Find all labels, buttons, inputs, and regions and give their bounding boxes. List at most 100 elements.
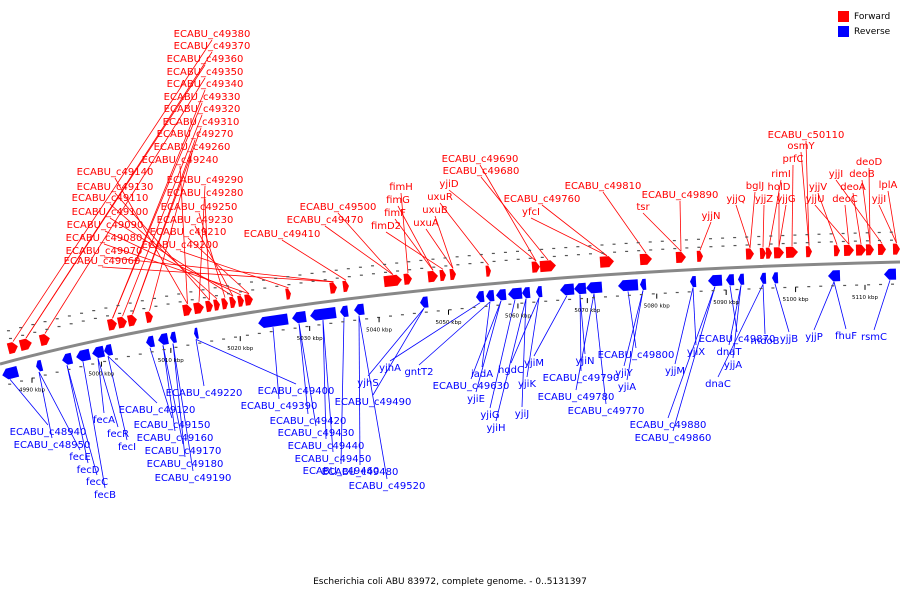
forward-gene[interactable] [237, 295, 245, 307]
forward-gene-label: ECABU_c49230 [157, 215, 234, 226]
reverse-gene[interactable] [618, 279, 639, 292]
forward-gene[interactable] [439, 269, 446, 282]
reverse-gene[interactable] [560, 283, 575, 296]
reverse-gene[interactable] [353, 303, 365, 316]
reverse-gene[interactable] [476, 290, 485, 303]
forward-gene[interactable] [449, 268, 456, 281]
track-dot [431, 258, 435, 260]
forward-gene[interactable] [285, 288, 291, 300]
track-dot [43, 321, 47, 323]
forward-gene[interactable] [696, 250, 704, 262]
reverse-gene[interactable] [574, 282, 587, 295]
reverse-gene[interactable] [193, 327, 199, 340]
forward-gene[interactable] [765, 247, 772, 259]
reverse-gene[interactable] [169, 331, 177, 344]
forward-gene[interactable] [833, 245, 840, 257]
track-dot [601, 252, 605, 254]
reverse-gene[interactable] [291, 311, 307, 324]
reverse-gene[interactable] [257, 313, 289, 329]
track-dot [831, 285, 835, 287]
forward-gene[interactable] [865, 244, 874, 256]
forward-gene-label: ECABU_c49810 [565, 181, 642, 192]
reverse-gene[interactable] [61, 352, 74, 366]
forward-gene[interactable] [244, 294, 254, 306]
forward-gene[interactable] [599, 256, 615, 268]
forward-gene[interactable] [785, 246, 798, 258]
track-dot [106, 315, 110, 317]
reverse-gene[interactable] [75, 348, 92, 363]
forward-gene[interactable] [18, 337, 33, 352]
track-dot [699, 290, 703, 292]
forward-gene[interactable] [403, 273, 412, 285]
track-dot [673, 247, 677, 250]
forward-gene[interactable] [229, 296, 237, 309]
forward-connector [844, 204, 850, 245]
forward-gene[interactable] [182, 304, 193, 317]
forward-gene[interactable] [773, 247, 784, 259]
forward-gene[interactable] [127, 314, 138, 327]
reverse-gene[interactable] [91, 345, 106, 359]
track-dot [723, 289, 727, 291]
forward-gene[interactable] [745, 248, 754, 260]
reverse-gene[interactable] [708, 274, 723, 287]
reverse-gene[interactable] [738, 273, 745, 285]
forward-gene-label: uxuA [413, 218, 439, 229]
forward-gene[interactable] [106, 318, 118, 331]
forward-gene[interactable] [342, 280, 349, 293]
reverse-connector [728, 285, 742, 346]
forward-gene[interactable] [193, 302, 205, 315]
track-dot [661, 248, 665, 250]
forward-gene[interactable] [145, 311, 154, 323]
forward-gene[interactable] [675, 251, 687, 264]
forward-gene[interactable] [116, 316, 128, 329]
reverse-gene[interactable] [640, 278, 647, 290]
reverse-gene[interactable] [1, 365, 20, 381]
forward-gene[interactable] [213, 299, 221, 311]
forward-gene[interactable] [855, 244, 866, 256]
forward-gene[interactable] [531, 261, 541, 273]
forward-gene[interactable] [383, 274, 402, 288]
reverse-gene[interactable] [35, 359, 44, 372]
forward-gene[interactable] [6, 341, 19, 355]
forward-gene[interactable] [221, 298, 229, 310]
reverse-gene[interactable] [760, 272, 767, 284]
reverse-gene[interactable] [508, 287, 523, 300]
reverse-gene[interactable] [309, 307, 337, 321]
axis-tick-label: 5040 kbp [366, 327, 392, 333]
forward-gene[interactable] [485, 265, 492, 277]
reverse-gene[interactable] [103, 344, 114, 356]
axis-tick-label: 5030 kbp [297, 336, 323, 342]
reverse-gene[interactable] [828, 270, 841, 282]
forward-gene[interactable] [38, 333, 51, 347]
reverse-gene[interactable] [884, 268, 897, 280]
forward-gene[interactable] [427, 270, 438, 283]
forward-gene[interactable] [759, 247, 766, 259]
reverse-gene[interactable] [726, 274, 735, 286]
gene-arrows[interactable] [1, 243, 900, 381]
reverse-gene[interactable] [690, 275, 697, 288]
reverse-gene[interactable] [145, 335, 155, 348]
forward-gene[interactable] [539, 260, 557, 273]
reverse-gene[interactable] [496, 288, 507, 301]
reverse-gene[interactable] [536, 285, 543, 298]
reverse-gene[interactable] [522, 286, 531, 299]
forward-gene[interactable] [205, 300, 214, 313]
forward-gene[interactable] [843, 244, 854, 256]
reverse-gene[interactable] [339, 305, 349, 318]
track-dot [528, 257, 532, 259]
reverse-gene[interactable] [586, 281, 603, 294]
forward-connector [479, 164, 537, 262]
forward-gene[interactable] [639, 253, 653, 266]
forward-gene[interactable] [329, 282, 337, 294]
forward-connector [112, 102, 203, 319]
forward-gene-label: deoA [840, 182, 866, 193]
forward-gene[interactable] [877, 243, 886, 256]
reverse-gene[interactable] [772, 272, 779, 284]
forward-gene[interactable] [805, 246, 812, 258]
reverse-gene[interactable] [419, 296, 429, 308]
axis-tick-label: 5000 kbp [88, 372, 114, 378]
reverse-gene[interactable] [486, 290, 495, 302]
forward-gene[interactable] [892, 243, 900, 255]
reverse-gene[interactable] [157, 333, 169, 346]
track-dot [588, 253, 592, 255]
